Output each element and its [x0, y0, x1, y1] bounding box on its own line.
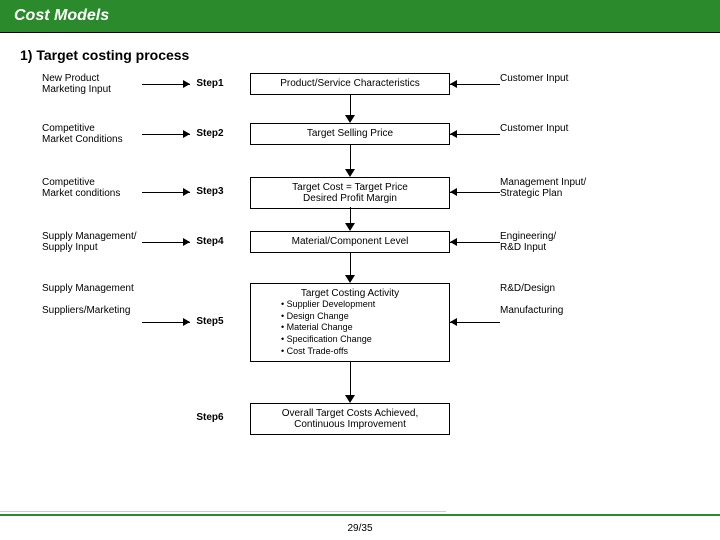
connector-right-4 [450, 242, 500, 243]
bullet-item: • Supplier Development [281, 299, 443, 311]
step-label-5: Step5 [190, 316, 230, 327]
bullet-item: • Material Change [281, 322, 443, 334]
arrow-left-icon [450, 80, 457, 88]
step-label-6: Step6 [190, 412, 230, 423]
step-box-1: Product/Service Characteristics [250, 73, 450, 95]
footer-divider [0, 514, 720, 516]
connector-right-5 [450, 322, 500, 323]
right-input-1: Customer Input [500, 73, 610, 84]
connector-right-2 [450, 134, 500, 135]
arrow-right-icon [183, 80, 190, 88]
connector-down-2 [350, 145, 351, 171]
arrow-right-icon [183, 188, 190, 196]
step-box-5: Target Costing Activity• Supplier Develo… [250, 283, 450, 362]
step-box-2: Target Selling Price [250, 123, 450, 145]
slide-title: Cost Models [14, 7, 109, 24]
connector-down-4 [350, 253, 351, 277]
step-box-title-5: Target Costing Activity [257, 288, 443, 299]
arrow-down-icon [345, 115, 355, 123]
page-number: 29/35 [0, 523, 720, 534]
arrow-right-icon [183, 238, 190, 246]
left-input-2: Competitive Market Conditions [42, 123, 142, 145]
arrow-left-icon [450, 188, 457, 196]
arrow-down-icon [345, 275, 355, 283]
right-input-5: R&D/Design Manufacturing [500, 283, 610, 316]
arrow-down-icon [345, 223, 355, 231]
right-input-4: Engineering/ R&D Input [500, 231, 610, 253]
left-input-5: Supply Management Suppliers/Marketing [42, 283, 142, 316]
arrow-left-icon [450, 130, 457, 138]
bullet-item: • Design Change [281, 311, 443, 323]
connector-right-3 [450, 192, 500, 193]
step-label-2: Step2 [190, 128, 230, 139]
bullet-item: • Specification Change [281, 334, 443, 346]
left-input-3: Competitive Market conditions [42, 177, 142, 199]
left-input-4: Supply Management/ Supply Input [42, 231, 142, 253]
connector-down-5 [350, 361, 351, 397]
flow-diagram: New Product Marketing Input Step1 Product/… [20, 73, 700, 493]
arrow-right-icon [183, 318, 190, 326]
arrow-down-icon [345, 395, 355, 403]
step-box-3: Target Cost = Target Price Desired Profi… [250, 177, 450, 209]
connector-right-1 [450, 84, 500, 85]
left-input-1: New Product Marketing Input [42, 73, 142, 95]
slide-content: 1) Target costing process New Product Ma… [0, 33, 720, 493]
right-input-2: Customer Input [500, 123, 610, 134]
step-box-4: Material/Component Level [250, 231, 450, 253]
arrow-right-icon [183, 130, 190, 138]
step-label-4: Step4 [190, 236, 230, 247]
arrow-down-icon [345, 169, 355, 177]
footer-divider-thin [0, 511, 446, 512]
section-title: 1) Target costing process [20, 47, 700, 63]
connector-down-1 [350, 95, 351, 117]
step-label-3: Step3 [190, 186, 230, 197]
step-box-6: Overall Target Costs Achieved, Continuou… [250, 403, 450, 435]
bullet-item: • Cost Trade-offs [281, 346, 443, 358]
right-input-3: Management Input/ Strategic Plan [500, 177, 610, 199]
step-box-bullets-5: • Supplier Development• Design Change• M… [257, 299, 443, 357]
slide-header: Cost Models [0, 0, 720, 33]
arrow-left-icon [450, 238, 457, 246]
step-label-1: Step1 [190, 78, 230, 89]
arrow-left-icon [450, 318, 457, 326]
